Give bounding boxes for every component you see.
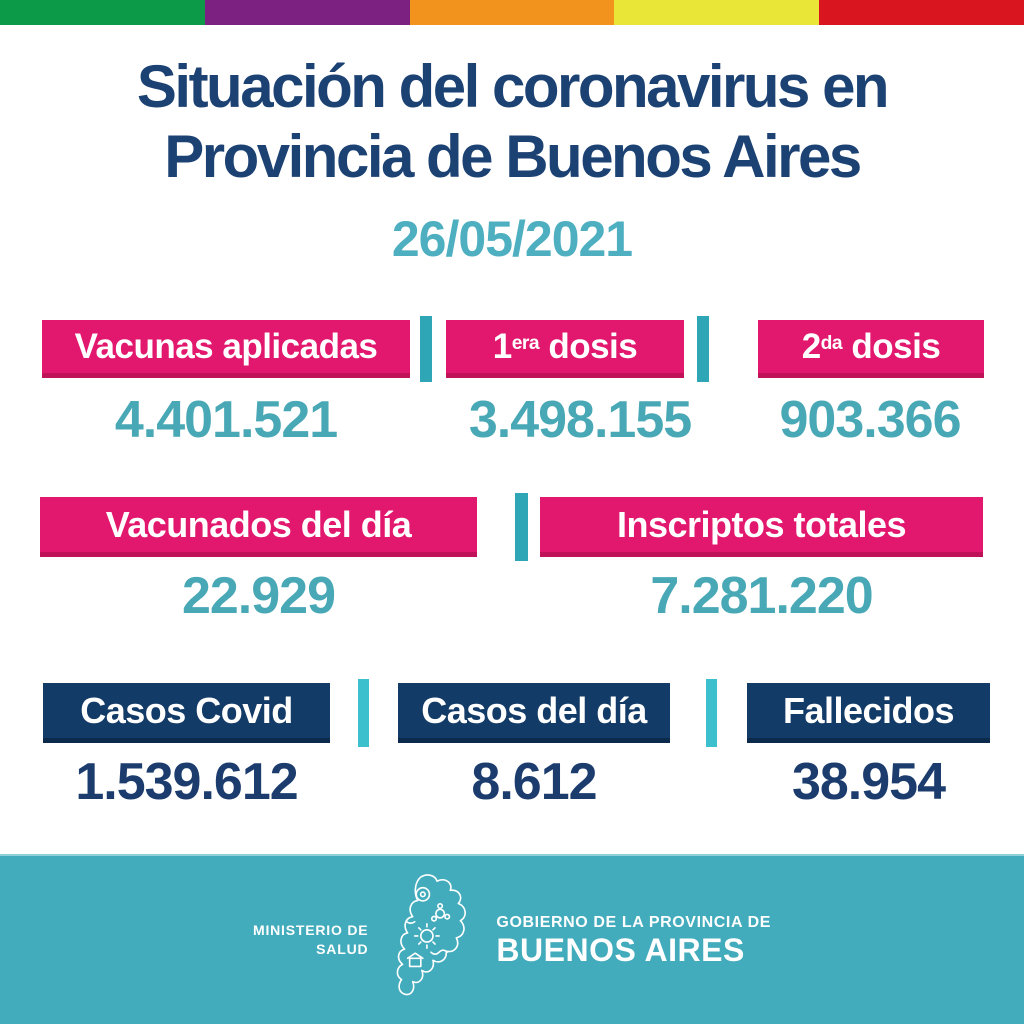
government-line-1: GOBIERNO DE LA PROVINCIA DE [496,914,771,931]
badge-label: Casos del día [421,690,647,731]
value-casos-covid: 1.539.612 [75,753,298,811]
badge-label: 2 [801,327,821,366]
buenos-aires-province-map-icon [397,874,467,996]
page-title: Situación del coronavirus en Provincia d… [0,52,1024,192]
stripe-yellow-segment [614,0,820,25]
badge-label: dosis [539,327,638,366]
badge-fallecidos: Fallecidos [747,683,990,743]
footer: MINISTERIO DE SALUD GOBIERNO DE LA PROVI… [0,854,1024,1024]
divider-row1-b [697,316,709,382]
divider-row1-a [420,316,432,382]
badge-label: 1 [492,327,512,366]
value-primera-dosis: 3.498.155 [468,391,692,449]
badge-primera-dosis: 1era dosis [446,320,684,378]
stripe-orange-segment [409,0,615,25]
value-inscriptos-totales: 7.281.220 [650,567,873,625]
badge-casos-covid: Casos Covid [43,683,330,743]
stripe-red-segment [819,0,1024,25]
badge-label: dosis [842,327,941,366]
stripe-green-segment [0,0,205,25]
value-fallecidos: 38.954 [791,753,946,811]
badge-vacunados-del-dia: Vacunados del día [40,497,477,557]
value-vacunados-del-dia: 22.929 [181,567,336,625]
badge-label: Vacunados del día [105,504,412,545]
ministry-line-2: SALUD [316,941,369,957]
badge-label: Vacunas aplicadas [74,327,378,366]
ordinal-superscript: da [820,333,843,355]
divider-row3-b [706,679,717,747]
badge-segunda-dosis: 2da dosis [758,320,984,378]
badge-inscriptos-totales: Inscriptos totales [540,497,983,557]
government-label: GOBIERNO DE LA PROVINCIA DE BUENOS AIRES [496,913,771,967]
top-color-stripe [0,0,1024,25]
badge-casos-del-dia: Casos del día [398,683,670,743]
ministry-label: MINISTERIO DE SALUD [253,921,368,959]
government-line-2: BUENOS AIRES [496,932,745,968]
stripe-purple-segment [204,0,410,25]
divider-row2 [515,493,528,561]
badge-label: Casos Covid [80,690,293,731]
value-casos-del-dia: 8.612 [471,753,597,811]
ministry-line-1: MINISTERIO DE [252,922,369,938]
ordinal-superscript: era [511,333,540,355]
title-line-1: Situación del coronavirus en [136,53,890,120]
value-segunda-dosis: 903.366 [779,391,962,449]
badge-label: Fallecidos [782,690,955,731]
value-vacunas-aplicadas: 4.401.521 [114,391,338,449]
badge-vacunas-aplicadas: Vacunas aplicadas [42,320,410,378]
badge-label: Inscriptos totales [616,504,907,545]
report-date: 26/05/2021 [391,211,633,267]
divider-row3-a [358,679,369,747]
title-line-2: Provincia de Buenos Aires [164,123,862,190]
